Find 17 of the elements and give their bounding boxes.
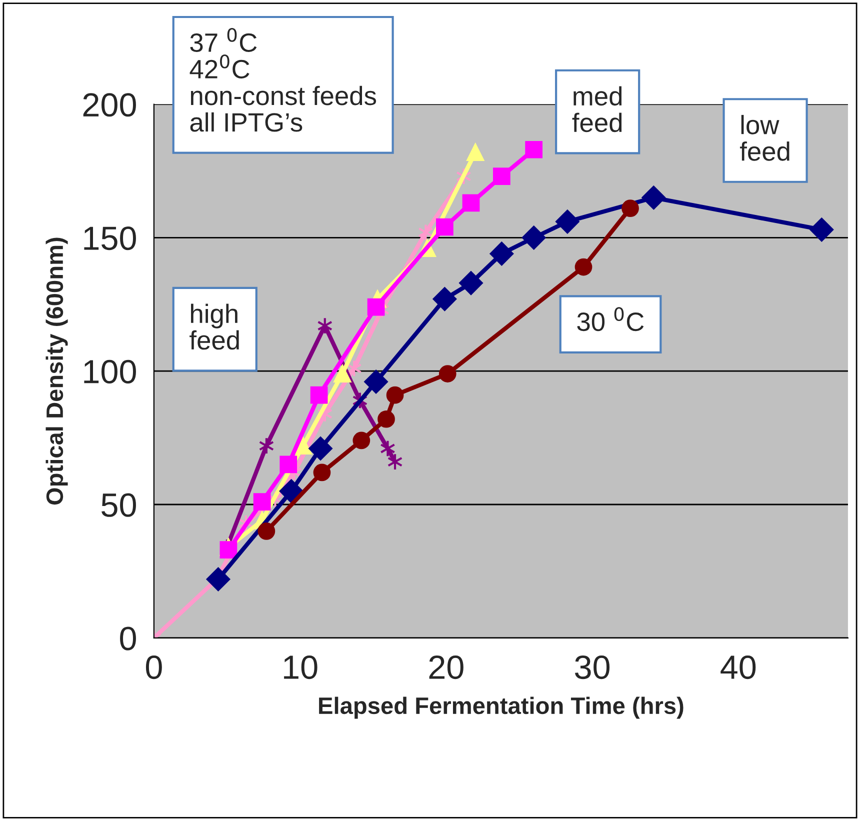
annotation: med feed bbox=[572, 86, 622, 132]
annotation: high feed bbox=[190, 304, 239, 350]
annotation: low feed bbox=[740, 114, 790, 161]
x-tick-label: 0 bbox=[146, 655, 162, 680]
annotation: 30 $^{0}$C bbox=[577, 307, 644, 332]
x-tick-label: 10 bbox=[284, 655, 318, 680]
y-tick-label: 150 bbox=[84, 226, 136, 250]
y-tick-label: 0 bbox=[120, 626, 136, 650]
x-tick-label: 40 bbox=[720, 655, 756, 680]
y-tick-label: 200 bbox=[83, 93, 136, 117]
x-tick-label: 30 bbox=[575, 655, 610, 680]
y-tick-label: 50 bbox=[102, 493, 136, 517]
y-axis-title: Optical Density (600nm) bbox=[46, 238, 68, 505]
x-axis-title: Elapsed Fermentation Time (hrs) bbox=[319, 696, 684, 719]
y-tick-label: 100 bbox=[84, 360, 136, 384]
annotation: 37 $^{0}$C 42$^{0}$C non-const feeds all IPTG’s bbox=[190, 28, 376, 132]
x-tick-label: 20 bbox=[429, 655, 464, 680]
